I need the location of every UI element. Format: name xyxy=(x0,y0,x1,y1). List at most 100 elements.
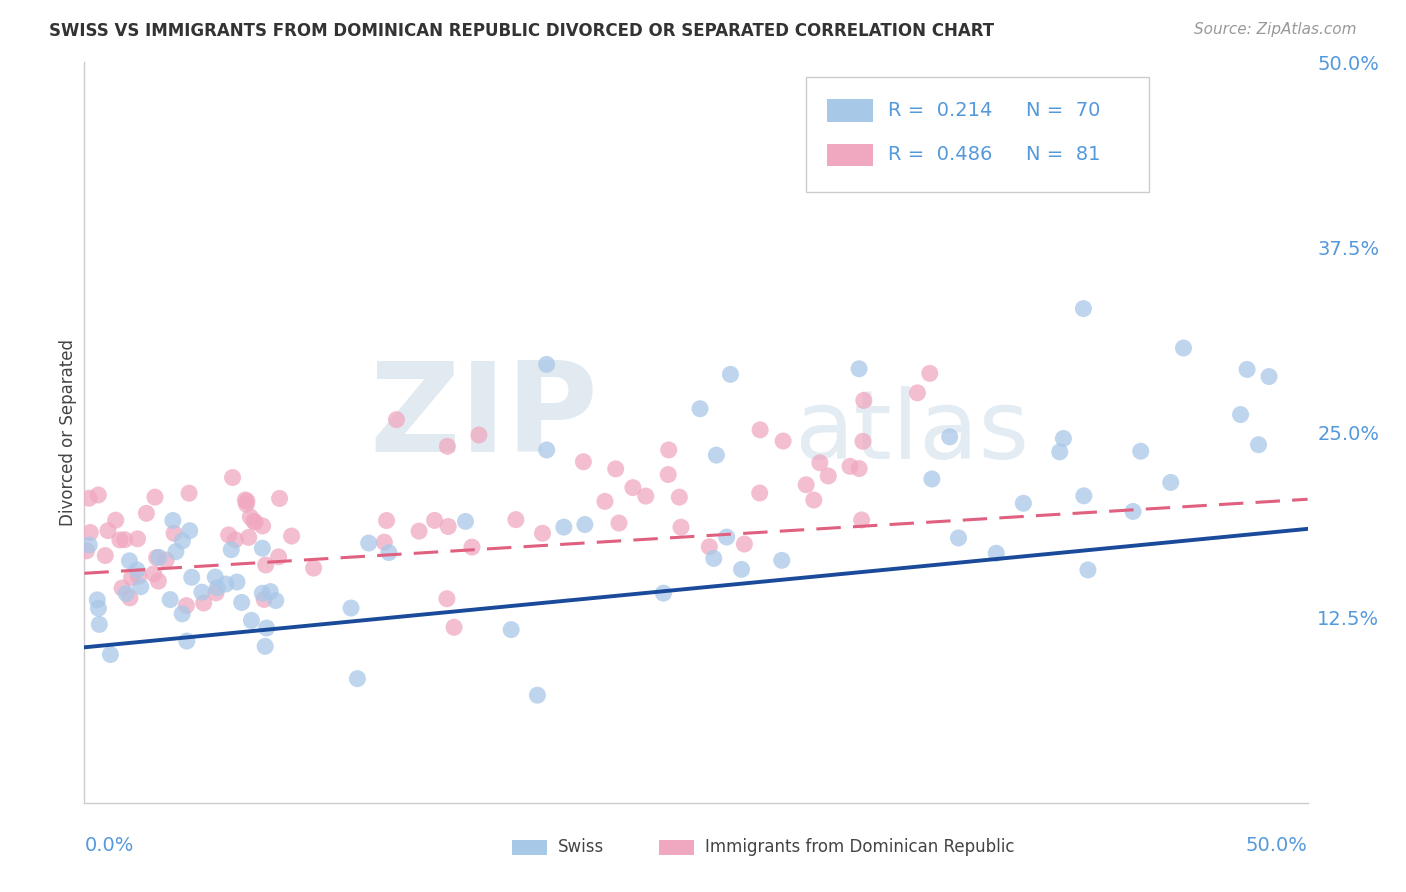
Point xyxy=(669,520,692,534)
FancyBboxPatch shape xyxy=(827,144,873,166)
Point xyxy=(720,368,742,382)
Point xyxy=(128,569,150,583)
Point xyxy=(180,570,202,584)
Point xyxy=(621,481,644,495)
Point xyxy=(219,542,242,557)
Point xyxy=(269,491,291,506)
Text: SWISS VS IMMIGRANTS FROM DOMINICAN REPUBLIC DIVORCED OR SEPARATED CORRELATION CH: SWISS VS IMMIGRANTS FROM DOMINICAN REPUB… xyxy=(49,22,994,40)
Point xyxy=(772,434,794,448)
Point xyxy=(118,591,141,605)
Point xyxy=(86,593,108,607)
Point xyxy=(572,455,595,469)
Point xyxy=(357,536,380,550)
Point xyxy=(848,361,870,376)
Text: R =  0.486: R = 0.486 xyxy=(889,145,993,164)
Point xyxy=(224,533,246,547)
FancyBboxPatch shape xyxy=(827,99,873,121)
Point xyxy=(1258,369,1281,384)
Point xyxy=(191,585,214,599)
Point xyxy=(436,439,458,453)
Point xyxy=(839,459,862,474)
Point xyxy=(104,513,127,527)
Point xyxy=(851,513,873,527)
Point xyxy=(75,544,97,558)
Point xyxy=(280,529,302,543)
Text: Swiss: Swiss xyxy=(558,838,605,856)
Point xyxy=(176,599,198,613)
Point xyxy=(243,514,266,528)
Text: N =  81: N = 81 xyxy=(1026,145,1101,164)
Point xyxy=(125,563,148,577)
Point xyxy=(87,601,110,615)
Point xyxy=(1122,504,1144,518)
Point xyxy=(408,524,430,538)
Point xyxy=(706,448,728,462)
Point xyxy=(375,514,398,528)
Point xyxy=(240,614,263,628)
Point xyxy=(574,517,596,532)
Text: R =  0.214: R = 0.214 xyxy=(889,101,993,120)
Point xyxy=(794,477,817,491)
Point xyxy=(252,519,274,533)
Point xyxy=(236,494,259,508)
Point xyxy=(505,513,527,527)
Point xyxy=(657,467,679,482)
Point xyxy=(238,530,260,544)
Point xyxy=(423,513,446,527)
Y-axis label: Divorced or Separated: Divorced or Separated xyxy=(59,339,77,526)
Point xyxy=(340,601,363,615)
Point xyxy=(155,553,177,567)
Point xyxy=(1049,445,1071,459)
FancyBboxPatch shape xyxy=(659,840,693,855)
Point xyxy=(501,623,523,637)
Point xyxy=(114,533,136,547)
Point xyxy=(135,506,157,520)
Text: Immigrants from Dominican Republic: Immigrants from Dominican Republic xyxy=(704,838,1014,856)
Point xyxy=(252,541,274,556)
Point xyxy=(526,688,548,702)
Point xyxy=(163,526,186,541)
Point xyxy=(921,472,943,486)
Point xyxy=(221,470,243,484)
Text: 0.0%: 0.0% xyxy=(84,836,134,855)
Point xyxy=(848,461,870,475)
Point xyxy=(385,412,408,426)
Point xyxy=(118,554,141,568)
Point xyxy=(437,519,460,533)
Point xyxy=(536,358,558,372)
Point xyxy=(536,442,558,457)
Point xyxy=(553,520,575,534)
Point xyxy=(1160,475,1182,490)
Text: Source: ZipAtlas.com: Source: ZipAtlas.com xyxy=(1194,22,1357,37)
Point xyxy=(443,620,465,634)
Point xyxy=(205,586,228,600)
Point xyxy=(852,393,875,408)
Point xyxy=(218,528,240,542)
Point xyxy=(256,621,278,635)
Point xyxy=(605,462,627,476)
Point xyxy=(115,586,138,600)
Point xyxy=(252,586,274,600)
Point xyxy=(259,584,281,599)
Point xyxy=(179,524,201,538)
Point xyxy=(100,648,122,662)
Point xyxy=(986,546,1008,560)
Point xyxy=(121,571,143,585)
Point xyxy=(373,535,395,549)
Point xyxy=(267,549,290,564)
Point xyxy=(716,530,738,544)
Point xyxy=(1077,563,1099,577)
Point xyxy=(129,580,152,594)
Point xyxy=(1129,444,1152,458)
Point xyxy=(1236,362,1258,376)
Point xyxy=(145,550,167,565)
Point xyxy=(254,640,277,654)
Point xyxy=(593,494,616,508)
Point xyxy=(770,553,793,567)
Point xyxy=(108,533,131,547)
Point xyxy=(193,596,215,610)
Point xyxy=(243,515,266,529)
Point xyxy=(226,575,249,590)
Point xyxy=(233,493,256,508)
Point xyxy=(172,533,194,548)
